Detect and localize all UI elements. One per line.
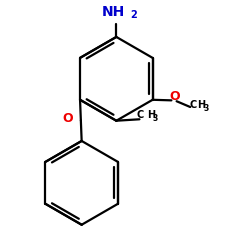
- Text: C: C: [136, 110, 144, 120]
- Text: 3: 3: [203, 104, 208, 113]
- Text: C: C: [190, 100, 197, 110]
- Text: 3: 3: [152, 114, 158, 123]
- Text: H: H: [197, 100, 205, 110]
- Text: H: H: [147, 110, 155, 120]
- Text: O: O: [62, 112, 73, 126]
- Text: O: O: [169, 90, 179, 104]
- Text: NH: NH: [102, 5, 125, 19]
- Text: 2: 2: [130, 10, 137, 20]
